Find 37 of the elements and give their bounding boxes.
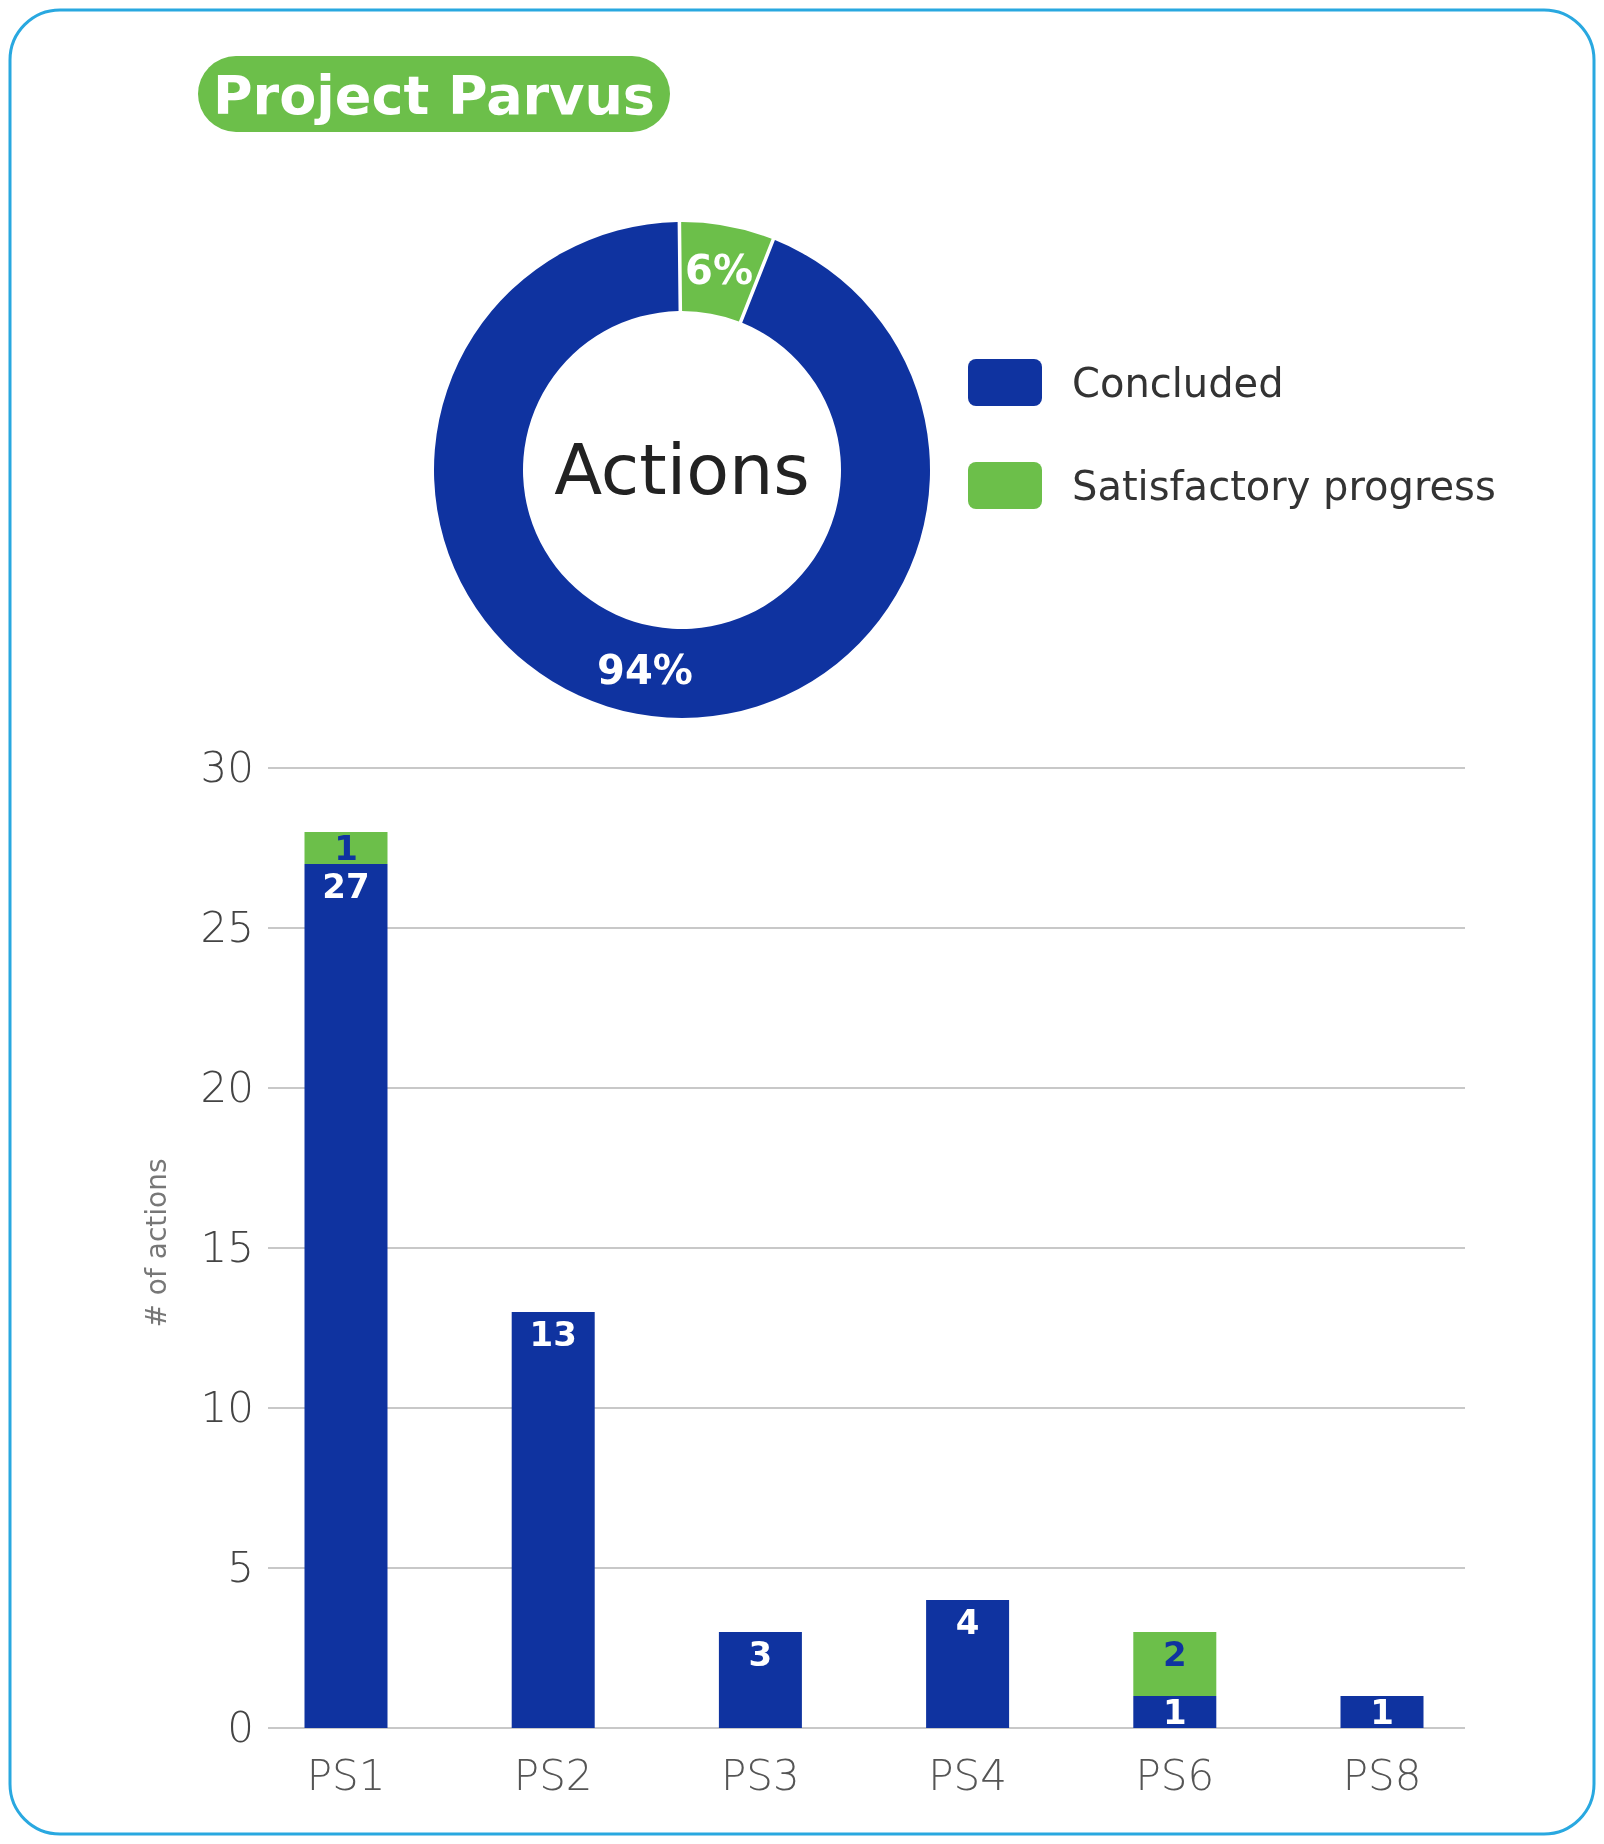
y-tick-label: 15 bbox=[200, 1223, 254, 1272]
data-label: 2 bbox=[1162, 1634, 1187, 1674]
y-axis-title: # of actions bbox=[140, 1158, 173, 1328]
bar bbox=[511, 1312, 595, 1728]
y-tick-label: 25 bbox=[200, 903, 254, 952]
bar bbox=[1133, 1632, 1217, 1696]
bar bbox=[718, 1632, 802, 1728]
data-label: 94% bbox=[597, 647, 693, 694]
y-tick-label: 0 bbox=[227, 1703, 254, 1752]
x-tick-label: PS1 bbox=[306, 1751, 386, 1800]
y-tick-label: 5 bbox=[227, 1543, 254, 1592]
x-tick-label: PS3 bbox=[721, 1751, 800, 1800]
donut-slice bbox=[434, 222, 930, 718]
data-label: 4 bbox=[955, 1602, 980, 1642]
y-tick-label: 10 bbox=[200, 1383, 254, 1432]
legend-label: Concluded bbox=[1072, 360, 1284, 406]
y-tick-label: 20 bbox=[200, 1063, 254, 1112]
data-label: 1 bbox=[1370, 1692, 1394, 1732]
x-tick-label: PS2 bbox=[513, 1751, 593, 1800]
data-label: 27 bbox=[322, 866, 370, 906]
data-label: 13 bbox=[529, 1314, 577, 1354]
data-label: 1 bbox=[334, 828, 358, 868]
bar bbox=[304, 864, 388, 1728]
bar bbox=[1340, 1696, 1424, 1728]
text: Actions bbox=[554, 429, 810, 511]
bar bbox=[1133, 1696, 1217, 1728]
data-label: 1 bbox=[1162, 1692, 1187, 1732]
x-tick-label: PS8 bbox=[1342, 1751, 1422, 1800]
bar bbox=[304, 832, 388, 864]
legend-label: Satisfactory progress bbox=[1072, 463, 1496, 509]
bar bbox=[926, 1600, 1010, 1728]
x-tick-label: PS6 bbox=[1135, 1751, 1215, 1800]
data-label: 3 bbox=[748, 1634, 773, 1674]
y-tick-label: 30 bbox=[200, 743, 254, 792]
chart-title: Project Parvus bbox=[212, 64, 656, 127]
data-label: 6% bbox=[685, 246, 754, 293]
x-tick-label: PS4 bbox=[928, 1751, 1007, 1800]
